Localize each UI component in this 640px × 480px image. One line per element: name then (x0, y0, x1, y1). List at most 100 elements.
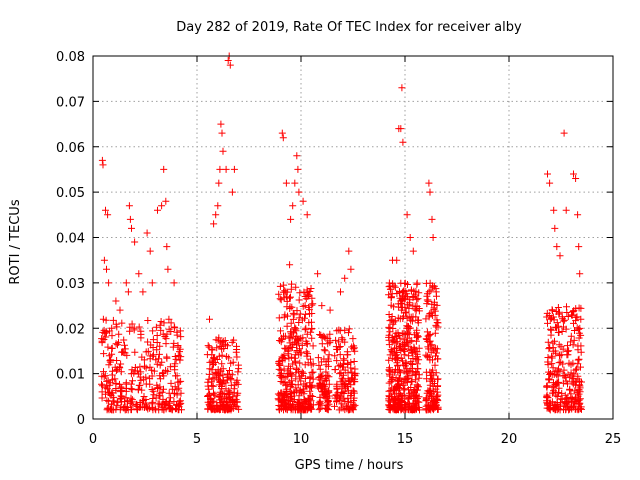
data-point (411, 302, 419, 310)
data-point (229, 401, 237, 409)
data-point (217, 120, 225, 128)
data-point (280, 332, 287, 340)
data-point (350, 342, 358, 350)
data-point (234, 389, 242, 397)
data-point (287, 293, 294, 301)
data-point (431, 361, 439, 369)
data-point (136, 363, 144, 371)
data-point (307, 355, 314, 363)
data-point (341, 274, 349, 282)
data-point (287, 392, 294, 400)
data-point (294, 165, 302, 173)
data-point (323, 402, 331, 410)
data-point (164, 402, 172, 409)
data-point (558, 389, 566, 397)
data-point (293, 348, 301, 356)
data-point (136, 381, 144, 389)
data-point (555, 328, 563, 336)
data-point (280, 281, 288, 289)
data-point (567, 332, 575, 340)
data-point (156, 383, 164, 391)
data-point (175, 384, 183, 392)
data-point (413, 326, 421, 334)
data-point (569, 308, 577, 316)
x-tick-label: 20 (501, 432, 518, 447)
data-point (544, 338, 552, 346)
data-point (283, 322, 291, 330)
data-point (210, 389, 217, 397)
data-point (160, 165, 168, 173)
data-point (138, 386, 146, 394)
data-point (390, 386, 397, 394)
data-point (407, 384, 415, 391)
data-point (104, 343, 112, 351)
data-point (415, 374, 423, 382)
data-point (412, 348, 420, 356)
data-point (402, 359, 410, 367)
data-point (401, 385, 409, 393)
data-point (556, 252, 564, 260)
data-point (306, 387, 314, 395)
data-point (150, 351, 157, 359)
data-point (391, 332, 399, 340)
data-point (227, 375, 235, 382)
data-point (409, 361, 416, 368)
data-point (323, 376, 331, 384)
data-point (393, 256, 401, 264)
data-point (567, 338, 575, 346)
data-point (338, 400, 346, 408)
data-point (155, 350, 163, 358)
data-point (564, 347, 571, 355)
data-point (174, 352, 182, 359)
data-point (385, 402, 393, 410)
data-point (429, 234, 437, 241)
data-point (399, 295, 407, 303)
data-point (104, 377, 112, 385)
data-point (131, 348, 139, 356)
data-point (288, 371, 296, 379)
data-point (345, 325, 353, 333)
data-point (544, 319, 551, 327)
data-point (395, 332, 403, 339)
data-point (320, 381, 328, 389)
data-point (554, 393, 562, 400)
data-point (292, 369, 300, 377)
data-point (559, 317, 567, 325)
data-point (209, 361, 217, 369)
data-point (408, 371, 416, 379)
data-point (130, 326, 138, 334)
data-point (550, 371, 558, 378)
data-point (545, 368, 553, 376)
data-point (574, 356, 582, 364)
data-point (572, 175, 580, 182)
data-point (307, 361, 315, 369)
data-point (414, 332, 422, 340)
data-point (173, 331, 181, 339)
data-point (553, 324, 560, 332)
data-point (291, 324, 299, 332)
data-point (133, 405, 141, 413)
data-point (126, 215, 134, 223)
data-point (554, 304, 562, 311)
data-point (292, 375, 300, 383)
data-point (107, 392, 115, 399)
data-point (293, 152, 301, 160)
data-point (302, 324, 310, 332)
data-point (398, 330, 406, 338)
data-point (555, 359, 563, 367)
data-point (575, 243, 583, 251)
data-point (234, 368, 242, 376)
data-point (325, 373, 333, 381)
data-point (231, 381, 239, 389)
data-point (146, 363, 154, 371)
data-point (347, 265, 355, 273)
data-point (277, 296, 285, 304)
data-point (209, 382, 217, 390)
data-point (404, 342, 412, 350)
data-point (295, 188, 303, 196)
data-point (144, 317, 152, 324)
y-axis-title: ROTI / TECUs (8, 199, 23, 284)
data-point (429, 283, 437, 291)
data-point (176, 356, 184, 364)
data-point (565, 398, 573, 406)
